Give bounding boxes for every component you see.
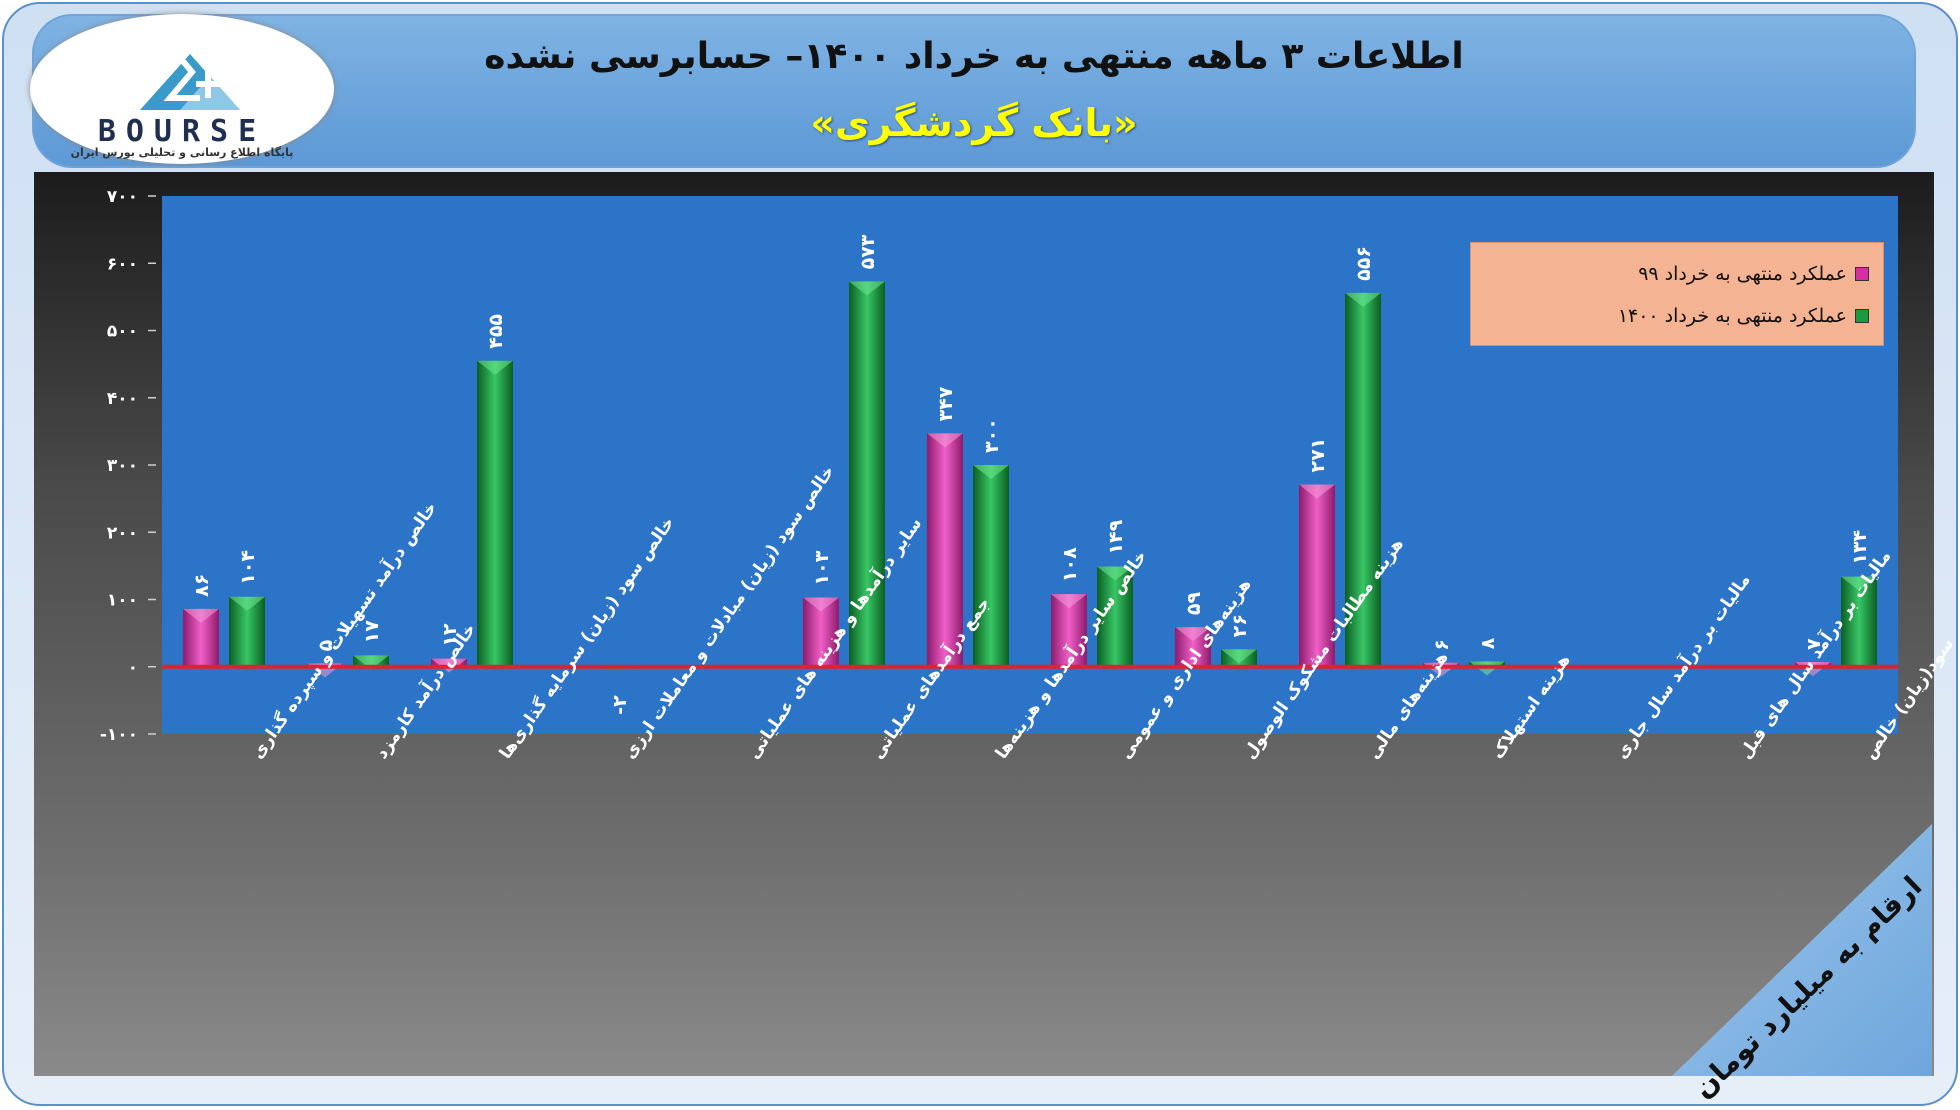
data-label: ۱۰۸ [1059, 547, 1081, 582]
data-label: ۵۵۶ [1353, 246, 1375, 281]
data-label: ۱۷ [361, 620, 383, 644]
bar-1400 [1841, 576, 1877, 667]
bar-1400 [477, 360, 513, 667]
data-label: ۱۴۹ [1105, 519, 1127, 554]
y-tick-label: ۶۰۰ [107, 254, 138, 274]
bar-1399 [927, 433, 963, 667]
data-label: ۲۶ [1229, 614, 1251, 637]
bar-tip [353, 655, 389, 670]
bar-tip [1175, 627, 1211, 642]
data-label: ۱۰۳ [811, 550, 833, 585]
y-tick-label: ۰ [128, 658, 138, 678]
units-corner [1672, 824, 1932, 1076]
bar-tip [849, 281, 885, 296]
data-label: ۳۰۰ [981, 418, 1003, 453]
data-label: ۲۷۱ [1307, 438, 1329, 473]
bar-tip [1221, 649, 1257, 664]
bar-1400 [973, 465, 1009, 667]
y-tick-label: ۷۰۰ [107, 187, 138, 207]
data-label: ۸۶ [191, 574, 213, 597]
bar-1400 [849, 281, 885, 667]
logo-brand: BOURSE [97, 114, 267, 149]
chart-title: اطلاعات ۳ ماهه منتهی به خرداد ۱۴۰۰– حساب… [484, 36, 1464, 77]
bar-1400 [1097, 566, 1133, 667]
y-tick-label: ۳۰۰ [107, 456, 138, 476]
legend-swatch-green [1855, 309, 1869, 323]
data-label: -۲ [609, 695, 631, 715]
y-tick-label: ۱۰۰ [107, 591, 138, 611]
data-label: ۱۲ [439, 623, 461, 647]
bar-tip [1097, 566, 1133, 581]
y-tick-label: ۲۰۰ [107, 523, 138, 543]
legend-item-99: عملکرد منتهی به خرداد ۹۹ [1638, 263, 1869, 285]
data-label: ۵ [315, 639, 337, 651]
legend-label-1400: عملکرد منتهی به خرداد ۱۴۰۰ [1617, 305, 1847, 327]
chart-subtitle: «بانک گردشگری» [810, 101, 1138, 145]
bar-tip [229, 596, 265, 611]
logo-subtitle: پایگاه اطلاع رسانی و تحلیلی بورس ایران [70, 146, 294, 159]
bar-tip [1051, 594, 1087, 609]
bar-tip [1345, 292, 1381, 307]
header-banner: اطلاعات ۳ ماهه منتهی به خرداد ۱۴۰۰– حساب… [32, 14, 1916, 168]
bar-1399 [1299, 484, 1335, 667]
data-label: ۵۷۳ [857, 234, 879, 269]
legend-label-99: عملکرد منتهی به خرداد ۹۹ [1638, 263, 1847, 285]
data-label: ۱۰۴ [237, 550, 259, 585]
bar-tip [1841, 576, 1877, 591]
data-label: ۸ [1477, 637, 1499, 649]
y-tick-label: ۵۰۰ [107, 322, 138, 342]
data-label: ۷ [1803, 638, 1825, 650]
data-label: ۴۵۵ [485, 314, 507, 349]
legend-item-1400: عملکرد منتهی به خرداد ۱۴۰۰ [1618, 305, 1869, 327]
legend-swatch-pink [1855, 267, 1869, 281]
bar-tip [1299, 484, 1335, 499]
bar-tip [477, 360, 513, 375]
data-label: ۳۴۷ [935, 386, 957, 421]
bar-tip [183, 608, 219, 623]
y-tick-label: ۴۰۰ [107, 389, 138, 409]
bar-tip [973, 465, 1009, 479]
legend: عملکرد منتهی به خرداد ۹۹ عملکرد منتهی به… [1470, 242, 1884, 346]
bar-tip [927, 433, 963, 448]
data-label: ۶ [1431, 639, 1453, 651]
y-axis: -۱۰۰ ۰ ۱۰۰ ۲۰۰ ۳۰۰ ۴۰۰ ۵۰۰ ۶۰۰ ۷۰۰ [100, 187, 156, 745]
y-tick-label: -۱۰۰ [100, 725, 138, 745]
logo-mark-icon [140, 54, 240, 110]
bar-1400 [1345, 292, 1381, 667]
bourse24-logo: BOURSE پایگاه اطلاع رسانی و تحلیلی بورس … [30, 14, 334, 164]
bar-tip [803, 597, 839, 612]
data-label: ۱۳۴ [1849, 530, 1871, 565]
data-label: ۵۹ [1183, 591, 1205, 615]
